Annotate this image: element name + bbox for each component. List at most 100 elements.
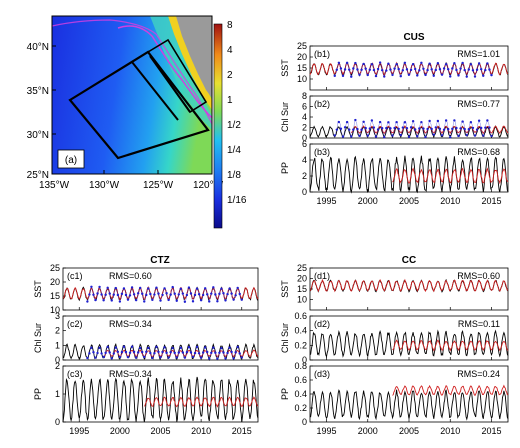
panel-label: (d1) [314,271,330,281]
lon-axis: 135°W 130°W 125°W 120°W [39,170,224,191]
y-tick-label: 0 [55,417,60,427]
series-line-model [62,376,259,423]
map-label: (a) [65,155,77,166]
y-tick-label: 25 [297,263,307,273]
lon-tick-label: 120°W [193,180,224,191]
y-tick-label: 0.6 [294,311,307,321]
y-tick-label: 4 [302,155,307,165]
y-tick-label: 0.2 [294,403,307,413]
coastal-upwelling-band [168,16,212,110]
plot-frame [309,267,509,311]
x-tick-label: 2000 [358,196,378,206]
y-axis-label: Chl Sur [280,323,290,353]
x-tick-label: 2000 [358,426,378,436]
lat-axis: 40°N 35°N 30°N 25°N [27,42,56,181]
series-line-observed [334,62,492,78]
cc-title: CC [402,255,416,266]
y-tick-label: 0 [302,355,307,365]
rms-label: RMS=0.11 [458,319,500,329]
y-axis-label: Chl Sur [33,323,43,353]
x-tick-label: 1995 [69,426,89,436]
y-tick-label: 20 [297,52,307,62]
cc-region-divider [131,61,179,121]
panel-label: (c1) [67,271,83,281]
lat-tick-label: 30°N [27,130,49,141]
y-axis-label: PP [280,162,290,174]
data-point [333,74,336,78]
land-mass [176,16,212,98]
rms-label: RMS=1.01 [457,49,500,59]
y-tick-label: 3 [55,311,60,321]
y-tick-label: 0.2 [294,340,307,350]
plot-frame [309,45,509,91]
panel-label: (b3) [314,147,330,157]
x-tick-label: 2005 [150,426,170,436]
series-line-model [309,155,509,194]
series-line-observed [87,286,242,303]
lat-tick-label: 25°N [27,170,49,181]
y-tick-label: 1 [55,340,60,350]
x-tick-label: 1995 [316,196,336,206]
y-axis-label: SST [280,280,290,298]
series-line-satellite [392,167,509,185]
colorbar-label: 1 [227,95,233,106]
data-point [86,300,89,303]
colorbar-label: 4 [227,45,233,56]
x-tick-label: 2005 [399,196,419,206]
y-tick-label: 0.8 [294,361,307,371]
panel-label: (c3) [67,369,83,379]
chart-panel-d3: 0 0.2 0.4 0.6 0.8 1995 2000 2005 2010 2015 PP (d3) R… [280,361,509,436]
chart-panel-c1: 10 15 20 25 SST (c1) RMS=0.60 [33,263,259,315]
ctz-region-box [68,50,210,160]
y-tick-label: 20 [50,277,60,287]
y-tick-label: 6 [302,102,307,112]
lon-tick-label: 130°W [89,180,120,191]
plot-frame [62,315,259,361]
colorbar-label: 1/8 [227,170,241,181]
plot-frame [309,143,509,193]
panel-label: (c2) [67,319,83,329]
y-axis-label: SST [33,280,43,298]
x-tick-label: 1995 [316,426,336,436]
data-point [240,356,243,359]
series-line-satellite [63,286,259,302]
y-tick-label: 10 [297,295,307,305]
colorbar-ticks: 8 4 2 1 1/2 1/4 1/8 1/16 [227,20,247,206]
y-tick-label: 0 [302,133,307,143]
colorbar-label: 1/2 [227,120,241,131]
y-tick-label: 0.6 [294,375,307,385]
series-line-satellite [392,339,509,352]
colorbar [213,23,223,229]
rms-label: RMS=0.77 [457,99,500,109]
offshore-contour [52,19,212,125]
x-tick-label: 2015 [481,196,501,206]
y-tick-label: 15 [297,284,307,294]
x-tick-label: 2015 [481,426,501,436]
y-axis-label: Chl Sur [280,102,290,132]
series-line-model [309,389,509,421]
y-tick-label: 2 [302,171,307,181]
y-tick-label: 25 [50,263,60,273]
y-tick-label: 2 [302,123,307,133]
chart-panel-b3: 0 2 4 6 1995 2000 2005 2010 2015 PP (b3) RMS=0.68 [280,139,509,206]
plot-frame [309,365,509,423]
y-tick-label: 0.4 [294,326,307,336]
y-tick-label: 15 [297,63,307,73]
chart-panel-d2: 0 0.2 0.4 0.6 Chl Sur (d2) RMS=0.11 [280,311,509,365]
y-axis-label: PP [280,388,290,400]
y-tick-label: 20 [297,274,307,284]
series-line-satellite [309,278,508,293]
y-tick-label: 10 [297,74,307,84]
chart-panel-c3: 0 1 2 1995 2000 2005 2010 2015 PP (c3) RMS=0.34 [33,361,259,436]
lat-tick-label: 40°N [27,42,49,53]
chart-panel-c2: 0 1 2 3 Chl Sur (c2) RMS=0.34 [33,311,259,365]
rms-label: RMS=0.60 [109,271,152,281]
series-line-satellite [392,384,509,397]
panel-label: (d3) [314,369,330,379]
x-tick-label: 2005 [399,426,419,436]
series-line-observed [334,119,492,138]
y-tick-label: 1 [55,389,60,399]
colorbar-label: 2 [227,70,233,81]
